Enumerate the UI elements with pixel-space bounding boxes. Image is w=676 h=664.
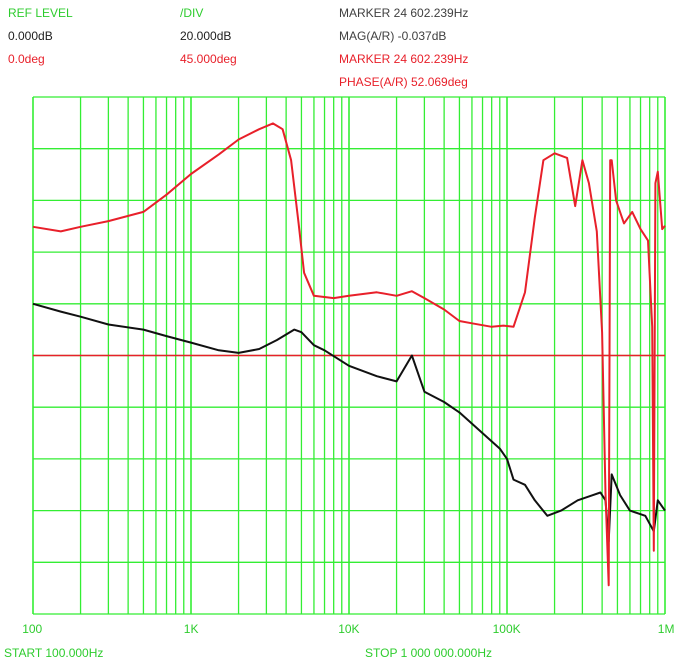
div-phase-value: 45.000deg bbox=[180, 52, 237, 66]
x-tick-label: 10K bbox=[338, 622, 360, 636]
x-tick-label: 1M bbox=[657, 622, 675, 636]
x-tick-label: 100 bbox=[22, 622, 43, 636]
phase-value-readout: PHASE(A/R) 52.069deg bbox=[339, 75, 468, 89]
phase-trace bbox=[32, 122, 666, 587]
ref-mag-value: 0.000dB bbox=[8, 29, 53, 43]
marker-mag-readout: MARKER 24 602.239Hz bbox=[339, 6, 469, 20]
start-frequency: START 100.000Hz bbox=[4, 646, 104, 660]
mag-value-readout: MAG(A/R) -0.037dB bbox=[339, 29, 447, 43]
x-tick-label: 100K bbox=[492, 622, 521, 636]
plot-grid bbox=[32, 96, 666, 615]
ref-phase-value: 0.0deg bbox=[8, 52, 45, 66]
stop-frequency: STOP 1 000 000.000Hz bbox=[365, 646, 492, 660]
plot-traces bbox=[32, 122, 666, 587]
div-label: /DIV bbox=[180, 6, 204, 20]
x-tick-label: 1K bbox=[183, 622, 199, 636]
ref-level-label: REF LEVEL bbox=[8, 6, 73, 20]
marker-phase-readout: MARKER 24 602.239Hz bbox=[339, 52, 469, 66]
div-mag-value: 20.000dB bbox=[180, 29, 232, 43]
